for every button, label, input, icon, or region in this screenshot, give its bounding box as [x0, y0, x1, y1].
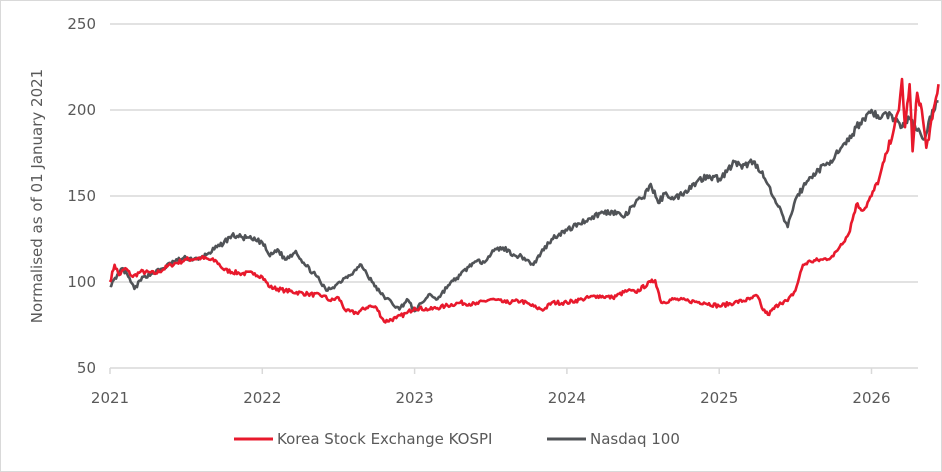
legend-label-nasdaq: Nasdaq 100 [590, 430, 680, 448]
y-tick-label-150: 150 [67, 187, 96, 205]
y-axis-title: Normalised as of 01 January 2021 [28, 69, 46, 323]
y-tick-label-250: 250 [67, 15, 96, 33]
x-axis-tick-labels: 2021 2022 2023 2024 2025 2026 [91, 389, 891, 407]
x-tick-label-2023: 2023 [396, 389, 434, 407]
x-tick-label-2024: 2024 [548, 389, 586, 407]
y-tick-label-200: 200 [67, 101, 96, 119]
x-tick-label-2026: 2026 [852, 389, 890, 407]
legend: Korea Stock Exchange KOSPI Nasdaq 100 [234, 430, 680, 448]
x-axis [109, 367, 918, 374]
series-line-nasdaq [109, 100, 939, 313]
x-tick-label-2025: 2025 [700, 389, 738, 407]
gridlines [110, 23, 918, 283]
series-lines [108, 77, 940, 324]
y-tick-label-50: 50 [77, 359, 96, 377]
y-tick-label-100: 100 [67, 273, 96, 291]
y-axis-tick-labels: 50 100 150 200 250 [67, 15, 96, 377]
x-tick-label-2022: 2022 [243, 389, 281, 407]
legend-label-kospi: Korea Stock Exchange KOSPI [277, 430, 492, 448]
x-tick-label-2021: 2021 [91, 389, 129, 407]
series-line-kospi [108, 77, 940, 324]
